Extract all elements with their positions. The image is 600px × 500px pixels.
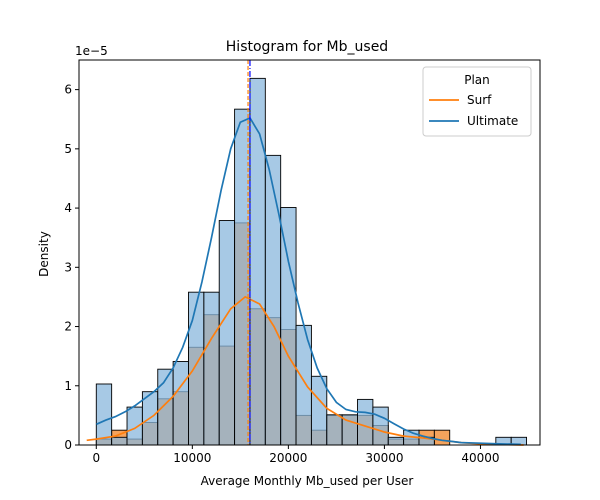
bar-ultimate [357, 398, 374, 446]
bar-ultimate [264, 154, 282, 446]
bar-surf [433, 429, 451, 446]
bar-ultimate [126, 406, 143, 446]
legend-title: Plan [464, 73, 490, 87]
bar-ultimate [280, 207, 297, 446]
bar-ultimate [218, 220, 236, 446]
legend: Plan Surf Ultimate [422, 66, 532, 137]
bar-ultimate [188, 291, 205, 446]
y-axis-label: Density [37, 231, 51, 277]
x-tick-label: 0 [92, 451, 100, 465]
y-offset-text: 1e−5 [75, 44, 108, 58]
bar-ultimate [95, 383, 113, 446]
reference-lines-group [247, 60, 251, 445]
legend-label-ultimate: Ultimate [467, 114, 518, 128]
x-tick-label: 10000 [173, 451, 211, 465]
y-tick-label: 0 [64, 438, 72, 452]
bar-ultimate [310, 375, 328, 446]
x-tick-label: 20000 [269, 451, 307, 465]
plot-frame [78, 59, 541, 446]
x-tick-label: 30000 [365, 451, 403, 465]
legend-label-surf: Surf [467, 93, 492, 107]
y-tick-label: 4 [64, 201, 72, 215]
bar-ultimate [387, 436, 405, 446]
kde-line-ultimate [95, 116, 521, 446]
bar-ultimate [249, 77, 266, 446]
kde-curves-group [86, 116, 524, 446]
y-tick-label: 6 [64, 83, 72, 97]
x-axis-ticks: 0 10000 20000 30000 40000 [92, 445, 500, 465]
bar-ultimate [326, 414, 343, 446]
x-axis-label: Average Monthly Mb_used per User [201, 474, 414, 488]
bar-ultimate [111, 436, 128, 446]
y-axis-ticks: 0 1 2 3 4 5 6 [64, 83, 79, 452]
y-tick-label: 2 [64, 320, 72, 334]
y-tick-label: 1 [64, 379, 72, 393]
y-tick-label: 3 [64, 260, 72, 274]
legend-box [422, 66, 532, 137]
y-tick-label: 5 [64, 142, 72, 156]
chart-title: Histogram for Mb_used [226, 39, 388, 55]
ultimate-bars-group [95, 77, 528, 446]
bar-ultimate [372, 406, 389, 446]
bar-ultimate [203, 291, 220, 446]
bar-ultimate [172, 361, 189, 446]
x-tick-label: 40000 [461, 451, 499, 465]
